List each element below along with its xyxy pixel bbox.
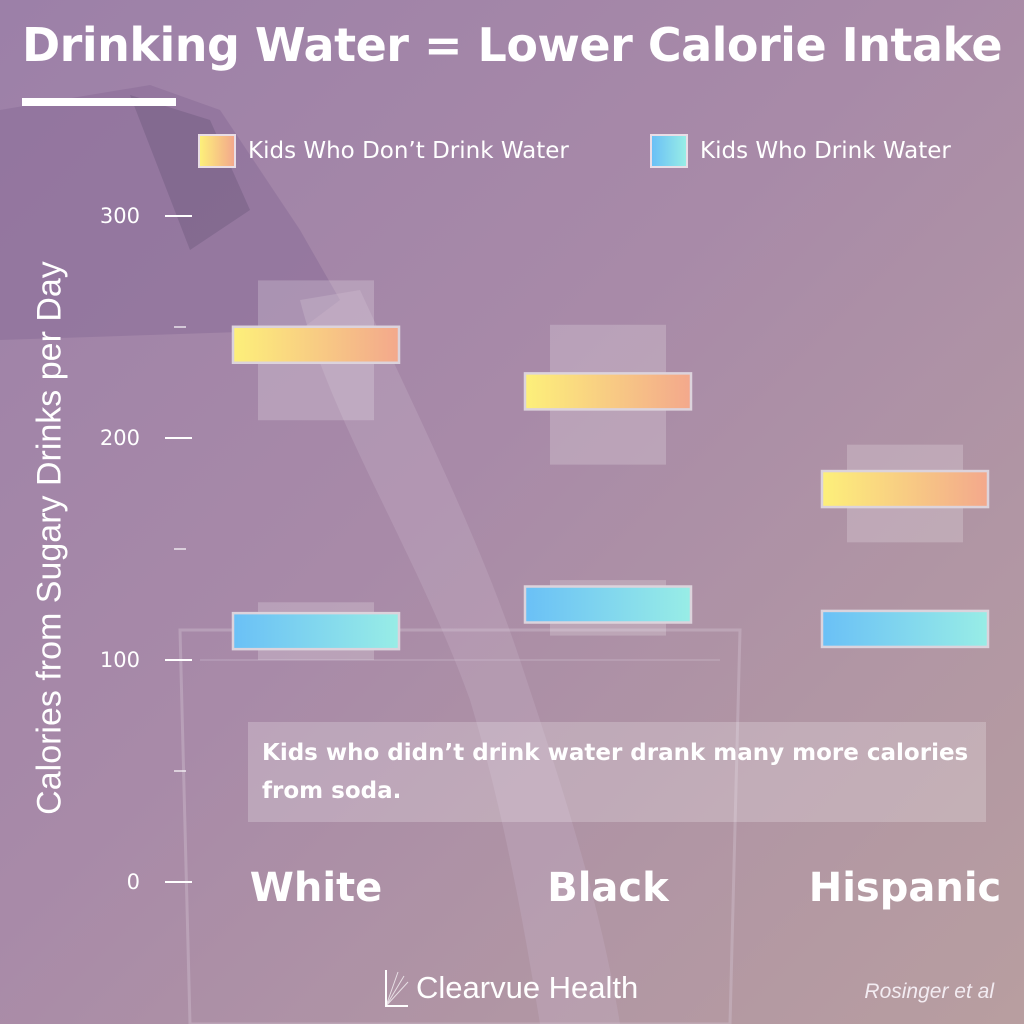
legend-swatch-no-water	[198, 134, 236, 168]
y-tick-label: 200	[100, 426, 140, 450]
legend-swatch-water	[650, 134, 688, 168]
legend-label-water: Kids Who Drink Water	[700, 138, 951, 164]
mean-marker-no-water	[820, 469, 990, 509]
mean-marker-water	[231, 611, 401, 651]
legend-label-no-water: Kids Who Don’t Drink Water	[248, 138, 569, 164]
annotation-box: Kids who didn’t drink water drank many m…	[248, 722, 986, 822]
brand-name: Clearvue Health	[416, 970, 639, 1005]
category-label: Black	[547, 865, 670, 911]
mean-marker-no-water	[231, 325, 401, 365]
mean-marker-water	[820, 609, 990, 649]
category-label: Hispanic	[809, 865, 1002, 911]
title-underline	[22, 98, 176, 106]
mean-marker-no-water	[523, 372, 693, 411]
y-tick-label: 0	[127, 870, 140, 894]
legend-item-no-water: Kids Who Don’t Drink Water	[198, 134, 569, 168]
y-tick-label: 100	[100, 648, 140, 672]
chart-title: Drinking Water = Lower Calorie Intake	[22, 18, 1003, 72]
category-label: White	[250, 865, 383, 911]
brand-logo: Clearvue Health	[384, 968, 638, 1008]
brand-mark-icon	[385, 970, 409, 1007]
mean-marker-water	[523, 585, 693, 624]
source-citation: Rosinger et al	[864, 980, 994, 1003]
legend-item-water: Kids Who Drink Water	[650, 134, 951, 168]
y-tick-label: 300	[100, 204, 140, 228]
